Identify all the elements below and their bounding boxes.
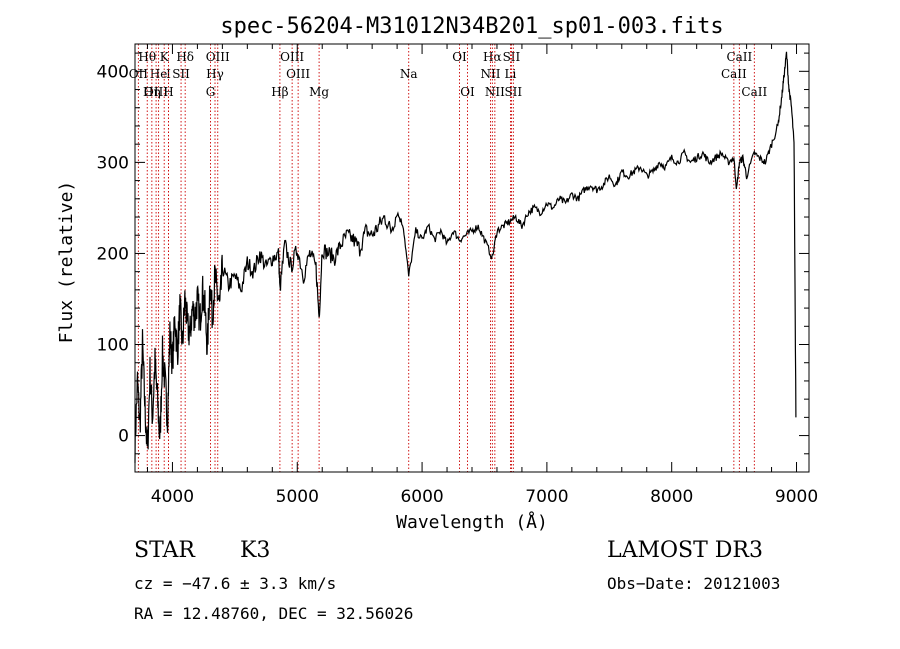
observation-date: Obs−Date: 20121003	[607, 574, 781, 593]
line-label: OII	[129, 67, 149, 81]
line-label: SII	[504, 85, 522, 99]
x-tick-label: 7000	[525, 487, 568, 507]
x-tick-label: 8000	[650, 487, 693, 507]
line-label: OIII	[286, 67, 310, 81]
line-label: OIII	[280, 50, 304, 64]
x-tick-label: 5000	[276, 487, 319, 507]
line-label: G	[206, 85, 216, 99]
line-label: He	[150, 67, 168, 81]
y-tick-label: 200	[97, 244, 129, 264]
line-label: CaII	[721, 67, 747, 81]
line-label: SII	[172, 67, 190, 81]
line-label: OI	[460, 85, 475, 99]
spectrum-line	[134, 51, 797, 463]
line-label: Hγ	[206, 67, 224, 81]
line-label: NII	[480, 67, 500, 81]
coordinates: RA = 12.48760, DEC = 32.56026	[134, 604, 414, 623]
line-label: Hβ	[271, 85, 288, 99]
x-tick-label: 6000	[400, 487, 443, 507]
y-tick-label: 100	[97, 336, 129, 356]
line-label: Na	[400, 67, 418, 81]
survey-name: LAMOST DR3	[607, 538, 763, 563]
spectral-line-markers: Hθ OII OIII He KI Hη H SII Hδ OIII Hγ G Hβ OIII OIII Mg…	[129, 44, 767, 472]
object-type: STAR	[134, 538, 195, 563]
line-label: Mg	[309, 85, 329, 99]
line-label: OIII	[206, 50, 230, 64]
x-axis-label: Wavelength (Å)	[396, 511, 548, 533]
y-axis-label: Flux (relative)	[56, 181, 77, 344]
line-label: SII	[503, 50, 521, 64]
line-label: Hη	[143, 85, 161, 99]
x-tick-label: 9000	[775, 487, 818, 507]
line-label: I	[166, 67, 171, 81]
line-label: Hθ	[138, 50, 156, 64]
y-tick-label: 300	[97, 153, 129, 173]
spectral-class: K3	[240, 538, 271, 563]
line-label: Hδ	[176, 50, 194, 64]
line-label: OI	[452, 50, 467, 64]
line-label: NII	[485, 85, 505, 99]
line-label: CaII	[741, 85, 767, 99]
line-label: H	[163, 85, 173, 99]
axis-ticks: 4000 5000 6000 7000 8000 9000 0 100 200 300 400	[97, 44, 818, 507]
redshift-velocity: cz = −47.6 ± 3.3 km/s	[134, 574, 337, 593]
plot-frame	[134, 43, 810, 473]
line-label: Hα	[483, 50, 502, 64]
line-label: Li	[505, 67, 517, 81]
line-label: OIII	[144, 85, 168, 99]
line-label: CaII	[726, 50, 752, 64]
line-label: K	[160, 50, 170, 64]
chart-title: spec-56204-M31012N34B201_sp01-003.fits	[220, 14, 723, 39]
x-tick-label: 4000	[151, 487, 194, 507]
y-tick-label: 0	[118, 427, 129, 447]
y-tick-label: 400	[97, 62, 129, 82]
